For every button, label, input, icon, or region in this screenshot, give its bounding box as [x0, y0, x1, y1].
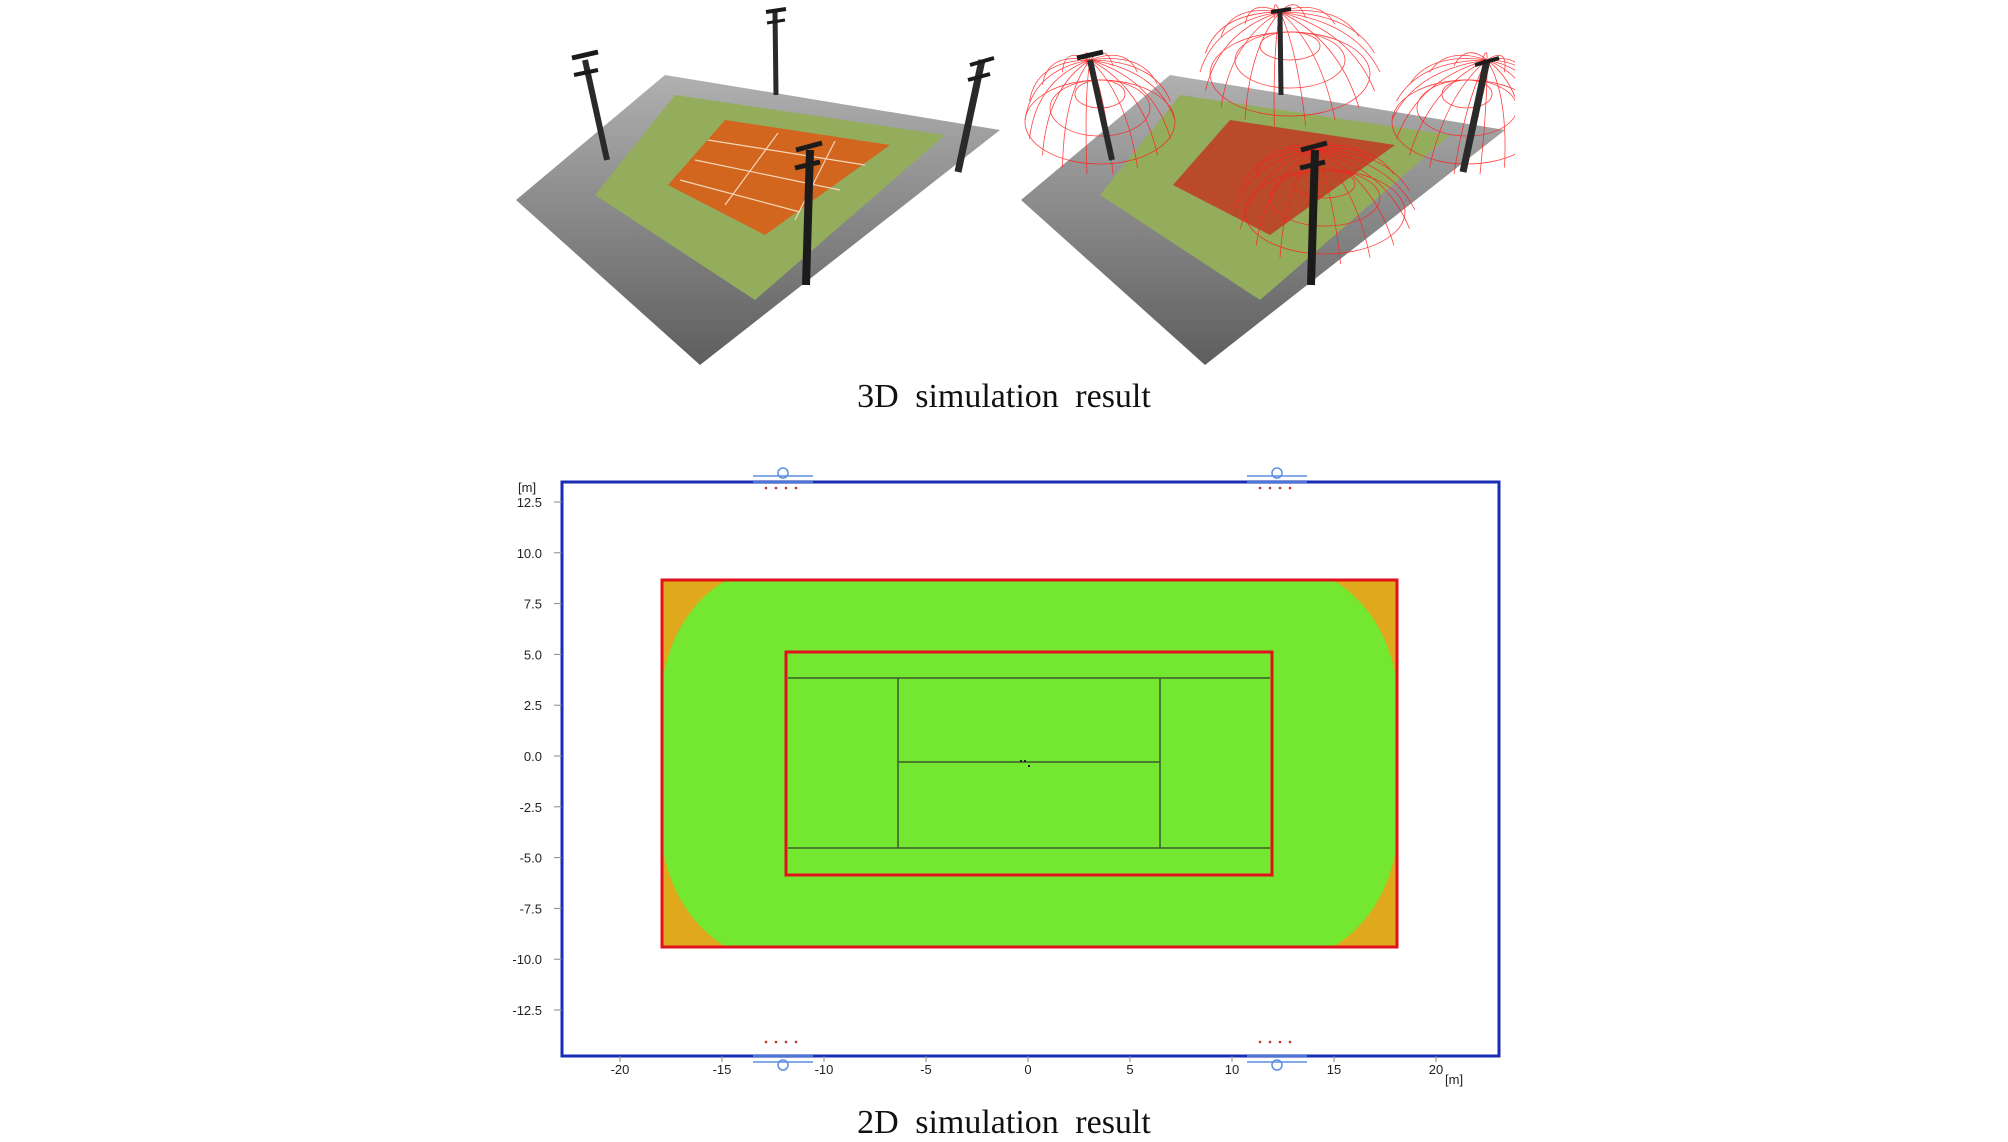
caption-3d: 3D simulation result: [857, 378, 1151, 415]
luminaire-icon: [753, 1055, 813, 1071]
center-mark: [1020, 760, 1030, 767]
aiming-dots: [764, 486, 1292, 1044]
y-tick-label: -12.5: [512, 1003, 542, 1018]
y-tick-label: -10.0: [512, 952, 542, 967]
x-axis-unit: [m]: [1445, 1072, 1463, 1087]
y-tick-label: 5.0: [524, 647, 542, 662]
x-tick-label: -20: [611, 1062, 630, 1077]
light-pole: [1076, 49, 1115, 161]
luminaire-icon: [1247, 467, 1307, 483]
luminaire-icon: [1247, 1055, 1307, 1071]
light-cone: [1234, 142, 1416, 265]
light-pole: [1459, 56, 1500, 173]
x-tick-label: -5: [920, 1062, 932, 1077]
x-tick-label: 10: [1225, 1062, 1239, 1077]
caption-2d: 2D simulation result: [857, 1104, 1151, 1141]
y-tick-label: 7.5: [524, 597, 542, 612]
x-tick-label: 0: [1024, 1062, 1031, 1077]
y-axis-unit: [m]: [518, 480, 536, 495]
light-pole: [1299, 140, 1328, 286]
y-tick-label: 10.0: [517, 546, 542, 561]
plan-2d: [m] 12.5 10.0 7.5 5.0 2.5 0.0 -2.5 -5.0 -7.5 -10.…: [512, 467, 1501, 1087]
y-tick-label: 2.5: [524, 698, 542, 713]
light-pole: [1270, 7, 1292, 96]
light-cones: [1024, 4, 1515, 265]
light-pole: [794, 140, 823, 286]
light-pole: [765, 7, 787, 96]
area-outline: [660, 578, 1399, 949]
light-pole: [571, 49, 610, 161]
court-lines: [679, 132, 866, 221]
y-tick-label: -2.5: [520, 800, 542, 815]
y-tick-label: 12.5: [517, 495, 542, 510]
x-axis-ticks: -20 -15 -10 -5 0 5 10 15 20: [611, 1056, 1443, 1077]
scene-3d-court: [516, 7, 1000, 365]
light-pole: [954, 56, 995, 173]
scene-3d-light-distribution: [1021, 4, 1515, 365]
y-axis-ticks: 12.5 10.0 7.5 5.0 2.5 0.0 -2.5 -5.0 -7.5 -10.0 -12…: [512, 495, 562, 1018]
light-cone: [1199, 4, 1381, 127]
x-tick-label: 15: [1327, 1062, 1341, 1077]
court-outline: [784, 650, 1274, 877]
luminaire-icon: [753, 467, 813, 483]
x-tick-label: -15: [713, 1062, 732, 1077]
court-lines: [788, 677, 1270, 849]
x-tick-label: 20: [1429, 1062, 1443, 1077]
y-tick-label: -7.5: [520, 901, 542, 916]
x-tick-label: 5: [1126, 1062, 1133, 1077]
illuminance-main-zone: [662, 580, 1397, 947]
y-tick-label: -5.0: [520, 851, 542, 866]
x-tick-label: -10: [815, 1062, 834, 1077]
y-tick-label: 0.0: [524, 749, 542, 764]
